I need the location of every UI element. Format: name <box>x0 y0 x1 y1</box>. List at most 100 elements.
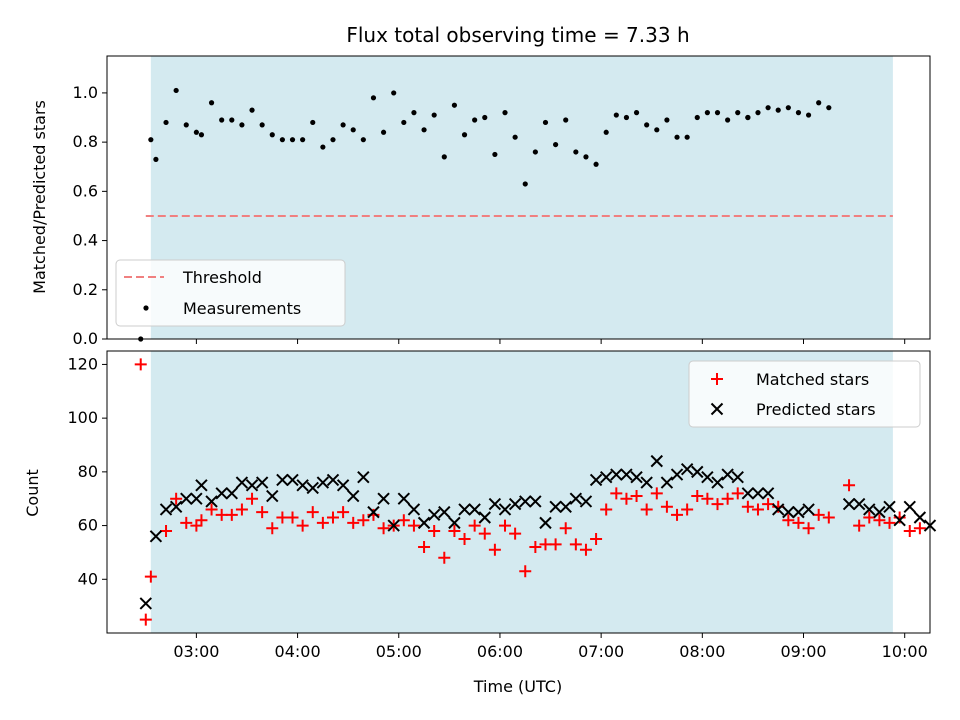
measurement-point <box>805 112 812 118</box>
matched-star-point <box>863 511 876 524</box>
predicted-star-point <box>235 476 249 489</box>
measurement-point <box>173 87 179 94</box>
measurement-point <box>300 137 306 143</box>
matched-star-point <box>407 519 420 532</box>
predicted-star-point <box>802 503 815 516</box>
x-tick-label: 08:00 <box>679 642 725 661</box>
matched-star-point <box>660 500 673 513</box>
measurement-point <box>482 114 488 121</box>
measurement-point <box>148 137 154 143</box>
measurement-point <box>765 105 771 111</box>
predicted-star-point <box>306 481 319 495</box>
matched-star-point <box>347 516 360 529</box>
matched-star-point <box>235 503 248 516</box>
y-tick-label: 0.8 <box>73 132 98 151</box>
predicted-star-point <box>539 516 552 530</box>
matched-star-point <box>731 487 744 500</box>
matched-star-point <box>326 511 339 524</box>
predicted-star-point <box>296 479 309 492</box>
predicted-star-point <box>883 500 896 513</box>
measurement-point <box>785 105 791 111</box>
matched-star-point <box>397 514 410 527</box>
matched-star-point <box>448 524 461 537</box>
top-panel: 0.0 0.2 0.4 0.6 0.8 1.0 Threshold Measurements <box>73 55 931 348</box>
measurement-point <box>795 110 802 116</box>
matched-star-point <box>276 511 289 524</box>
matched-star-point <box>822 511 835 524</box>
measurement-point <box>735 110 741 116</box>
predicted-star-point <box>782 505 795 519</box>
measurement-point <box>532 149 538 155</box>
measurement-point <box>472 117 478 123</box>
measurement-point <box>633 110 640 116</box>
matched-star-point <box>579 543 592 556</box>
matched-star-point <box>160 524 173 537</box>
matched-star-point <box>139 613 152 626</box>
measurement-point <box>603 129 609 135</box>
measurement-point <box>553 141 559 148</box>
matched-star-point <box>721 492 734 505</box>
measurement-point <box>219 117 225 123</box>
measurement-point <box>583 154 589 160</box>
legend-frame <box>115 259 346 327</box>
measurement-point <box>269 132 275 138</box>
predicted-star-point <box>245 479 259 492</box>
matched-star-point <box>170 492 183 505</box>
predicted-legend-label: Predicted stars <box>756 400 876 419</box>
measurement-point <box>674 134 680 140</box>
matched-star-point <box>438 551 451 564</box>
matched-legend-label: Matched stars <box>756 370 869 389</box>
predicted-star-point <box>893 513 906 527</box>
predicted-star-point <box>680 462 694 476</box>
predicted-star-point <box>529 495 542 508</box>
matched-star-point <box>792 516 805 529</box>
matched-star-point <box>499 519 512 532</box>
y-tick-label: 120 <box>67 354 98 373</box>
predicted-star-point <box>286 473 299 487</box>
x-tick-label: 06:00 <box>477 642 523 661</box>
matched-star-point <box>711 498 724 511</box>
matched-star-point <box>195 514 208 527</box>
predicted-star-point <box>255 476 269 489</box>
matched-star-point <box>306 506 319 519</box>
matched-star-point <box>468 519 481 532</box>
matched-star-point <box>650 487 663 500</box>
matched-star-point <box>843 479 856 492</box>
matched-star-point <box>913 522 926 535</box>
measurement-point <box>279 137 285 143</box>
x-tick-label: 05:00 <box>376 642 422 661</box>
predicted-star-point <box>691 465 704 479</box>
matched-star-point <box>225 508 238 521</box>
matched-star-point <box>802 522 815 535</box>
matched-star-point <box>190 519 203 532</box>
predicted-star-point <box>620 468 633 481</box>
measurement-point <box>704 110 710 116</box>
measurement-point <box>461 132 468 138</box>
predicted-star-point <box>549 500 562 513</box>
measurement-point <box>644 122 650 128</box>
bottom-y-axis-label: Count <box>23 469 42 517</box>
measurement-point <box>193 129 199 135</box>
predicted-star-point <box>751 487 765 500</box>
matched-star-point <box>357 514 370 527</box>
bottom-axes-frame <box>106 350 931 634</box>
measurement-point <box>654 127 660 133</box>
predicted-star-point <box>159 503 173 516</box>
measurement-point <box>421 127 427 133</box>
predicted-star-point <box>711 476 724 489</box>
measurement-point <box>259 122 265 128</box>
measurement-point <box>360 137 366 143</box>
predicted-star-point <box>650 454 663 468</box>
y-tick-label: 0.4 <box>73 231 98 250</box>
matched-star-point <box>509 527 522 540</box>
measurement-point <box>249 107 255 113</box>
matched-star-point <box>600 503 613 516</box>
measurement-point <box>401 119 407 126</box>
predicted-star-point <box>913 511 927 524</box>
predicted-star-point <box>367 505 380 519</box>
x-tick-label: 10:00 <box>882 642 928 661</box>
predicted-star-point <box>225 487 239 500</box>
predicted-star-point <box>266 489 279 503</box>
predicted-star-point <box>448 516 461 530</box>
